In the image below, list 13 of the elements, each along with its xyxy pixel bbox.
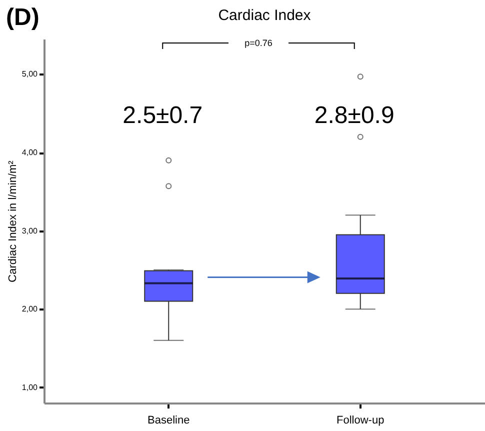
text: (D) xyxy=(6,4,40,32)
y-tick-label: 1,00 xyxy=(22,382,38,392)
annotation: p=0.76 xyxy=(244,38,272,48)
annotation: 2.5±0.7 xyxy=(122,102,203,129)
y-axis-title: Cardiac Index in l/min/m² xyxy=(6,160,19,282)
y-tick-label: 3,00 xyxy=(22,226,38,236)
annotation: 2.8±0.9 xyxy=(314,102,394,129)
chart-title: Cardiac Index xyxy=(218,7,312,24)
y-tick-label: 4,00 xyxy=(22,148,38,158)
y-tick-label: 5,00 xyxy=(22,70,38,79)
y-tick-label: 2,00 xyxy=(22,304,38,314)
x-tick-label: Baseline xyxy=(148,414,190,426)
x-tick-label: Follow-up xyxy=(336,414,384,426)
